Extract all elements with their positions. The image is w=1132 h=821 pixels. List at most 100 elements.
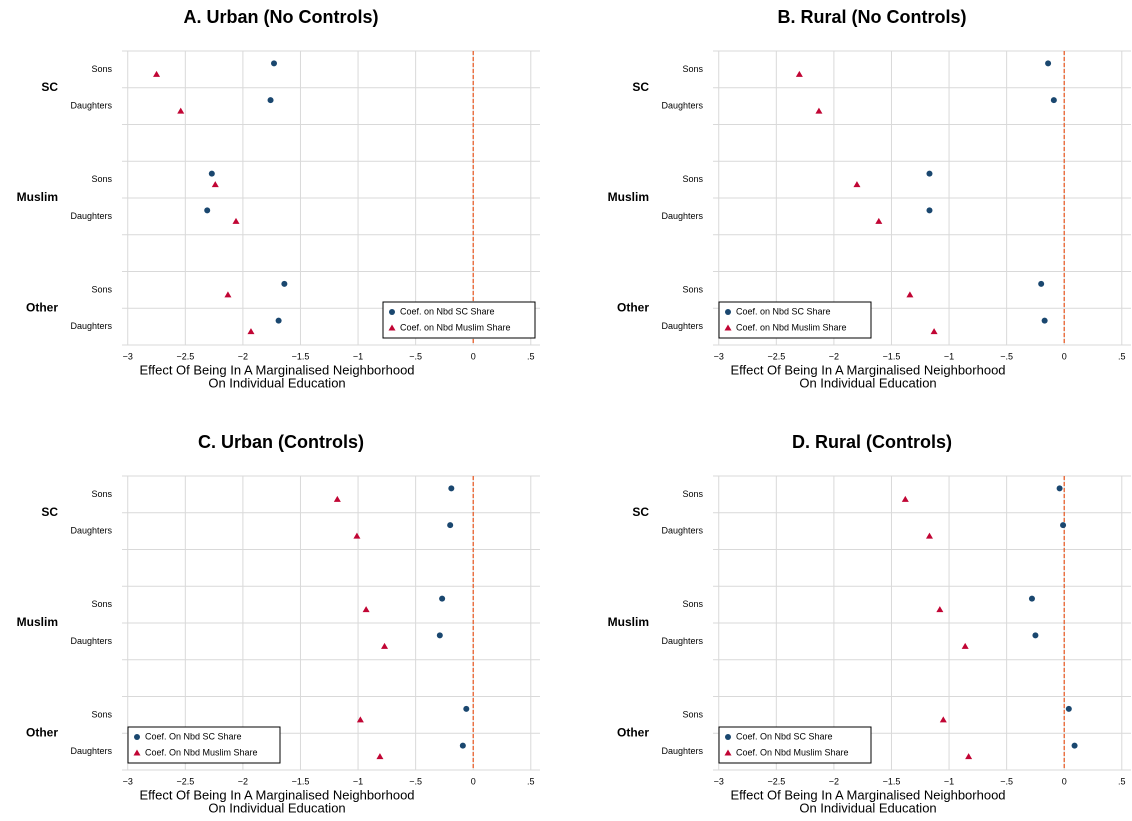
data-point — [281, 280, 288, 287]
data-point — [362, 606, 370, 613]
data-point — [906, 291, 914, 298]
category-label: Daughters — [661, 636, 703, 646]
x-tick-label: −1 — [353, 776, 363, 786]
data-point — [965, 753, 973, 760]
data-point — [439, 595, 446, 602]
legend-box — [382, 301, 536, 339]
data-point — [930, 328, 938, 335]
x-tick-label: −.5 — [409, 776, 422, 786]
x-tick-label: −1.5 — [292, 351, 310, 361]
category-label: Sons — [682, 174, 703, 184]
data-point — [275, 317, 282, 324]
legend-marker — [389, 309, 395, 315]
x-tick-label: −2 — [829, 351, 839, 361]
category-label: Daughters — [70, 636, 112, 646]
legend-label: Coef. on Nbd SC Share — [736, 306, 831, 316]
data-point — [1065, 705, 1072, 712]
category-label: Daughters — [661, 211, 703, 221]
category-label: Daughters — [661, 746, 703, 756]
category-label: Daughters — [661, 321, 703, 331]
data-point — [153, 70, 161, 77]
x-tick-label: −3 — [123, 776, 133, 786]
data-point — [463, 705, 470, 712]
group-label: Muslim — [17, 190, 58, 204]
x-axis-label: On Individual Education — [208, 800, 345, 815]
x-axis-label: Effect Of Being In A Marginalised Neighb… — [730, 362, 1005, 377]
data-point — [961, 642, 969, 649]
data-point — [901, 495, 909, 502]
data-point — [353, 532, 361, 539]
data-point — [267, 97, 274, 104]
x-axis-label: On Individual Education — [799, 800, 936, 815]
category-label: Sons — [91, 284, 112, 294]
panel: C. Urban (Controls) −3 −2.5 −2 −1.5 −1 −.5 0 .5 S… — [17, 432, 540, 815]
category-label: Daughters — [70, 321, 112, 331]
x-tick-label: 0 — [1062, 776, 1067, 786]
data-point — [795, 70, 803, 77]
category-label: Sons — [682, 64, 703, 74]
data-point — [1041, 317, 1048, 324]
data-point — [1045, 60, 1052, 67]
data-point — [926, 207, 933, 214]
x-tick-label: −3 — [123, 351, 133, 361]
panel-title: D. Rural (Controls) — [792, 432, 952, 452]
legend-label: Coef. On Nbd SC Share — [736, 731, 833, 741]
category-label: Sons — [91, 489, 112, 499]
data-point — [1056, 485, 1063, 492]
group-label: Muslim — [608, 190, 649, 204]
legend-label: Coef. On Nbd Muslim Share — [736, 747, 849, 757]
data-point — [1028, 595, 1035, 602]
group-label: Other — [26, 725, 58, 739]
group-label: Muslim — [608, 615, 649, 629]
legend-marker — [724, 324, 732, 331]
data-point — [875, 217, 883, 224]
x-tick-label: .5 — [527, 351, 535, 361]
legend-marker — [725, 309, 731, 315]
x-tick-label: .5 — [527, 776, 535, 786]
legend-box — [127, 726, 281, 764]
group-label: Other — [26, 300, 58, 314]
data-point — [459, 742, 466, 749]
group-label: Muslim — [17, 615, 58, 629]
category-label: Sons — [682, 709, 703, 719]
data-point — [448, 485, 455, 492]
group-label: Other — [617, 725, 649, 739]
panel-title: A. Urban (No Controls) — [184, 7, 379, 27]
x-tick-label: −.5 — [1000, 776, 1013, 786]
data-point — [1060, 522, 1067, 529]
data-point — [208, 170, 215, 177]
data-point — [1050, 97, 1057, 104]
data-point — [815, 107, 823, 114]
data-point — [224, 291, 232, 298]
x-axis-label: Effect Of Being In A Marginalised Neighb… — [730, 787, 1005, 802]
legend-label: Coef. on Nbd SC Share — [400, 306, 495, 316]
category-label: Sons — [682, 599, 703, 609]
group-label: SC — [632, 505, 649, 519]
x-axis-label: Effect Of Being In A Marginalised Neighb… — [139, 362, 414, 377]
x-tick-label: −1.5 — [883, 351, 901, 361]
category-label: Daughters — [70, 101, 112, 111]
x-tick-label: −2 — [238, 776, 248, 786]
category-label: Sons — [91, 599, 112, 609]
panel: A. Urban (No Controls) −3 −2.5 −2 −1.5 −1 −.5 0… — [17, 7, 540, 390]
x-axis-label: On Individual Education — [799, 375, 936, 390]
x-tick-label: −1.5 — [883, 776, 901, 786]
group-label: SC — [632, 80, 649, 94]
x-tick-label: −2.5 — [767, 351, 785, 361]
panel-title: B. Rural (No Controls) — [778, 7, 967, 27]
data-point — [271, 60, 277, 67]
x-tick-label: −.5 — [409, 351, 422, 361]
legend-marker — [724, 749, 732, 756]
x-tick-label: −1.5 — [292, 776, 310, 786]
x-tick-label: −2 — [829, 776, 839, 786]
legend-label: Coef. on Nbd Muslim Share — [736, 322, 847, 332]
group-label: SC — [41, 80, 58, 94]
data-point — [939, 716, 947, 723]
data-point — [204, 207, 211, 214]
data-point — [381, 642, 389, 649]
panel: D. Rural (Controls) −3 −2.5 −2 −1.5 −1 −.5 0 .5 S… — [608, 432, 1131, 815]
data-point — [925, 532, 933, 539]
category-label: Sons — [91, 174, 112, 184]
category-label: Daughters — [70, 211, 112, 221]
category-label: Sons — [682, 284, 703, 294]
